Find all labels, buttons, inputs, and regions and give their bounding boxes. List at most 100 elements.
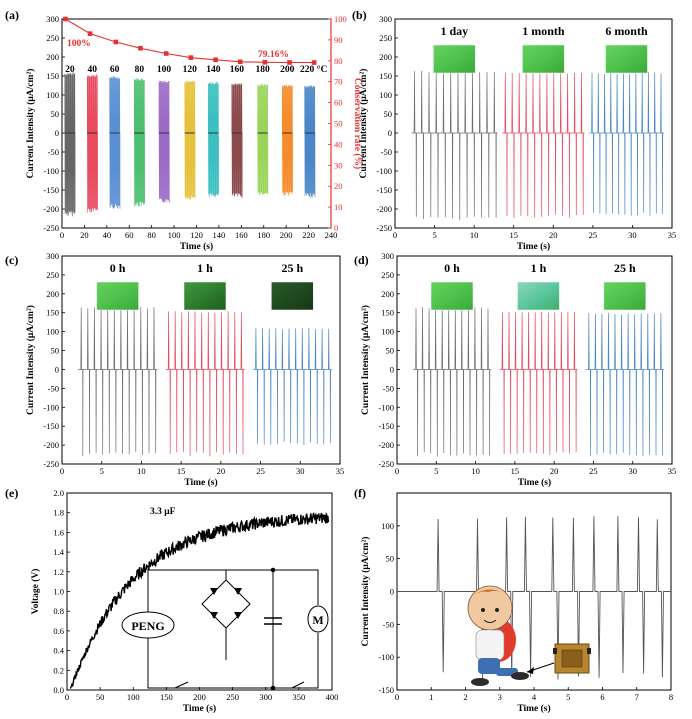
y-tick-label: 0.6 [53,626,64,636]
conservation-rate-marker [311,60,317,65]
x-tick-label: 100 [127,692,140,702]
shoe [471,678,489,686]
series-2-trace [499,311,578,456]
series-name: 0 h [110,261,126,275]
panel-label: (c) [5,253,18,267]
sample-photo [603,281,647,311]
panel-d: 0 5 10 15 20 25 30 35 -250 -200 -150 -100 -50 0 50 100 1… [354,251,676,488]
y-tick-label: -50 [383,383,394,393]
x-tick-label: 15 [511,466,520,476]
junction-dot [270,567,276,573]
current-segment [109,76,121,209]
x-tick-label: 0 [395,692,399,702]
x-tick-label: 20 [217,466,226,476]
y-tick-label: 2.0 [53,488,64,498]
child-illustration [467,585,591,686]
current-segment [231,83,243,198]
x-tick-label: 1 [429,692,433,702]
x-tick-label: 5 [100,466,104,476]
x-axis-label: Time (s) [517,241,550,252]
y-tick-label: 300 [381,251,394,261]
y-tick-label: -150 [376,185,392,195]
y-tick-label: 50 [386,346,395,356]
y2-tick-label: 10 [334,202,343,212]
x-axis-label: Time (s) [517,703,550,714]
motor-label: M [312,613,323,627]
sample-photo [522,44,565,74]
head [467,585,513,631]
y-tick-label: -150 [378,685,394,695]
y-tick-label: 200 [379,52,392,62]
x-tick-label: 8 [669,692,673,702]
y-tick-label: -50 [383,619,394,629]
x-tick-label: 220 [302,230,315,240]
series-name: 1 day [441,24,469,38]
y-tick-label: -100 [376,166,392,176]
y2-tick-label: 50 [334,119,343,129]
eye [495,608,499,612]
series-3-trace [589,72,665,216]
x-tick-label: 6 [600,692,604,702]
y-tick-label: 1.6 [53,527,64,537]
y-tick-label: 50 [51,109,60,119]
y2-tick-label: 20 [334,181,343,191]
x-tick-label: 30 [628,466,637,476]
x-tick-label: 5 [432,230,436,240]
pointer-arrow [527,667,534,674]
temperature-label: 60 [110,65,120,75]
series-1-trace [78,307,158,456]
x-tick-label: 10 [471,466,480,476]
y-tick-label: 0.2 [53,665,64,675]
x-tick-label: 30 [296,466,305,476]
y-tick-label: 250 [46,270,59,280]
x-axis-label: Time (s) [183,703,216,714]
x-tick-label: 300 [259,692,272,702]
y-tick-label: 0 [388,128,392,138]
y2-tick-label: 100 [334,14,347,24]
temperature-label: 180 [256,65,271,75]
y-tick-label: 150 [46,308,59,318]
x-tick-label: 7 [635,692,639,702]
y-axis-label: Voltage (V) [30,569,41,615]
capacitance-label: 3.3 μF [150,507,176,517]
shoe [511,672,529,680]
temperature-label: 160 [230,65,245,75]
temperature-label: 140 [206,65,221,75]
series-1-trace [411,70,498,221]
panel-b: 0 5 10 15 20 25 30 35 -250 -200 -150 -100 -50 0 50 100 1… [352,8,676,252]
junction-dot [270,685,276,691]
plot-frame [394,18,673,229]
y-tick-label: -250 [43,223,59,233]
peng-label: PENG [131,619,164,633]
y-tick-label: 0 [390,364,394,374]
hair [468,589,512,600]
x-tick-label: 15 [509,230,518,240]
y-tick-label: 0.8 [53,606,64,616]
y-tick-label: 50 [386,554,395,564]
y2-tick-label: 0 [334,223,338,233]
y-tick-label: 250 [381,270,394,280]
temperature-label: 120 [183,65,198,75]
shorts [478,658,500,674]
x-tick-label: 25 [256,466,265,476]
x-tick-label: 30 [628,230,637,240]
y-tick-label: 100 [381,521,394,531]
x-tick-label: 20 [80,230,89,240]
x-tick-label: 400 [326,692,339,702]
device-clip [553,648,557,654]
temperature-label: 20 [65,65,75,75]
y-tick-label: -150 [378,421,394,431]
series-3-trace [585,312,665,457]
sample-photo [271,281,314,311]
y-tick-label: 100 [381,327,394,337]
x-axis-label: Time (s) [184,477,217,488]
current-segment [64,72,76,217]
x-tick-label: 0 [393,230,397,240]
x-tick-label: 0 [60,230,64,240]
x-tick-label: 5 [566,692,570,702]
current-segment [158,80,170,204]
x-tick-label: 3 [498,692,502,702]
device-electrode [561,649,583,668]
motor-load [307,605,329,633]
x-tick-label: 25 [589,230,598,240]
